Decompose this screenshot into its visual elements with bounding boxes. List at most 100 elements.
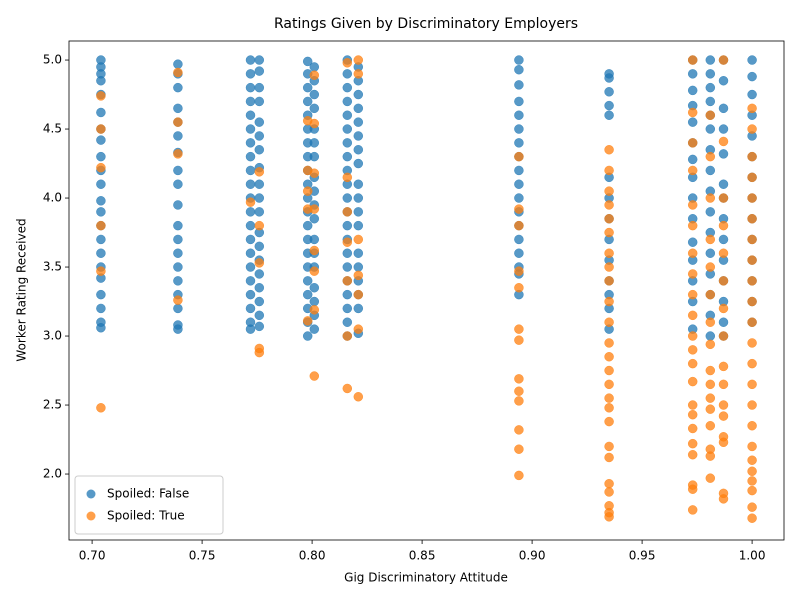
point xyxy=(96,179,106,189)
point xyxy=(342,220,353,231)
point xyxy=(747,296,757,307)
point xyxy=(604,144,614,155)
point xyxy=(302,331,313,341)
point xyxy=(747,89,757,100)
point xyxy=(342,96,353,107)
point xyxy=(254,282,265,293)
point xyxy=(514,138,524,148)
point xyxy=(342,110,353,120)
point xyxy=(718,379,729,390)
plot-frame xyxy=(68,40,785,541)
point xyxy=(604,338,614,348)
point xyxy=(687,237,698,247)
point xyxy=(514,165,524,176)
point xyxy=(514,248,524,258)
point xyxy=(514,396,524,406)
series-points xyxy=(96,55,757,523)
point xyxy=(604,276,614,286)
point xyxy=(96,107,106,118)
point xyxy=(604,487,614,497)
point xyxy=(254,55,265,65)
point xyxy=(604,379,614,390)
point xyxy=(96,323,106,333)
point xyxy=(96,196,106,206)
legend-label: Spoiled: False xyxy=(107,487,189,501)
point xyxy=(353,392,364,402)
point xyxy=(302,276,313,286)
point xyxy=(173,103,183,114)
point xyxy=(604,393,614,403)
point xyxy=(514,324,524,334)
point xyxy=(245,69,256,79)
point xyxy=(245,138,256,148)
point xyxy=(705,451,716,461)
point xyxy=(245,303,256,314)
point xyxy=(173,165,183,176)
point xyxy=(173,131,183,141)
point xyxy=(747,513,757,523)
point xyxy=(604,365,614,376)
point xyxy=(342,124,353,134)
point xyxy=(254,82,265,93)
point xyxy=(604,262,614,272)
point xyxy=(353,117,364,127)
point xyxy=(687,484,698,494)
point xyxy=(718,303,729,314)
point xyxy=(309,245,320,256)
y-tick-label: 4.5 xyxy=(43,122,62,136)
point xyxy=(604,317,614,327)
point xyxy=(245,262,256,272)
point xyxy=(96,91,106,101)
x-tick-label: 1.00 xyxy=(739,549,766,563)
point xyxy=(353,324,364,334)
point xyxy=(604,186,614,196)
point xyxy=(705,379,716,390)
point xyxy=(96,403,106,413)
point xyxy=(254,258,265,268)
point xyxy=(254,179,265,189)
point xyxy=(342,262,353,272)
point xyxy=(245,197,256,207)
legend-box xyxy=(74,475,224,535)
point xyxy=(309,138,320,148)
point xyxy=(747,193,757,203)
point xyxy=(309,103,320,114)
point xyxy=(514,151,524,162)
point xyxy=(705,55,716,65)
point xyxy=(342,331,353,341)
point xyxy=(245,207,256,217)
point xyxy=(342,138,353,148)
point xyxy=(309,234,320,245)
point xyxy=(514,124,524,134)
point xyxy=(254,131,265,141)
point xyxy=(705,69,716,79)
point xyxy=(718,124,729,134)
point xyxy=(747,502,757,512)
point xyxy=(353,89,364,100)
point xyxy=(342,276,353,286)
point xyxy=(173,117,183,127)
point xyxy=(687,310,698,321)
point xyxy=(747,338,757,348)
point xyxy=(705,165,716,176)
point xyxy=(309,62,320,72)
point xyxy=(687,107,698,118)
point xyxy=(302,186,313,196)
point xyxy=(687,409,698,420)
point xyxy=(705,404,716,414)
point xyxy=(353,303,364,314)
point xyxy=(604,296,614,307)
point xyxy=(309,296,320,307)
point xyxy=(604,73,614,83)
point xyxy=(604,512,614,522)
point xyxy=(747,124,757,134)
point xyxy=(254,167,265,177)
y-tick-label: 2.5 xyxy=(43,398,62,412)
point xyxy=(353,207,364,217)
point xyxy=(747,420,757,431)
point xyxy=(353,144,364,155)
point xyxy=(604,227,614,238)
point xyxy=(705,124,716,134)
point xyxy=(687,289,698,300)
point xyxy=(254,144,265,155)
